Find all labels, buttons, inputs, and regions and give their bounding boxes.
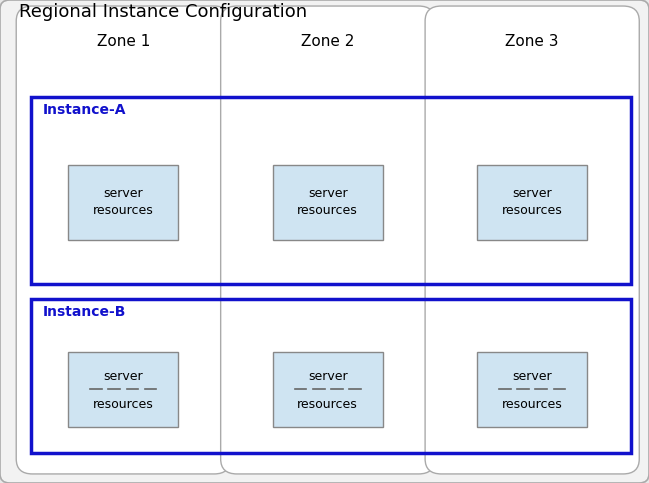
Text: resources: resources	[502, 398, 563, 411]
FancyBboxPatch shape	[425, 6, 639, 474]
Text: server
resources: server resources	[502, 187, 563, 217]
Bar	[273, 165, 383, 240]
FancyBboxPatch shape	[221, 6, 435, 474]
Bar	[477, 352, 587, 427]
Bar	[31, 299, 631, 453]
Text: Zone 3: Zone 3	[506, 34, 559, 49]
Text: Instance-A: Instance-A	[43, 102, 127, 116]
Bar	[477, 165, 587, 240]
Text: server: server	[308, 369, 348, 383]
Text: server
resources: server resources	[297, 187, 358, 217]
Text: server: server	[512, 369, 552, 383]
Text: resources: resources	[297, 398, 358, 411]
Bar	[68, 165, 178, 240]
Bar	[273, 352, 383, 427]
Text: Regional Instance Configuration: Regional Instance Configuration	[19, 3, 308, 21]
Text: server: server	[103, 369, 143, 383]
Text: Zone 1: Zone 1	[97, 34, 150, 49]
Text: Instance-B: Instance-B	[43, 305, 126, 319]
Text: server
resources: server resources	[93, 187, 154, 217]
Bar	[31, 97, 631, 284]
FancyBboxPatch shape	[16, 6, 230, 474]
Text: Zone 2: Zone 2	[301, 34, 354, 49]
Bar	[68, 352, 178, 427]
Text: resources: resources	[93, 398, 154, 411]
